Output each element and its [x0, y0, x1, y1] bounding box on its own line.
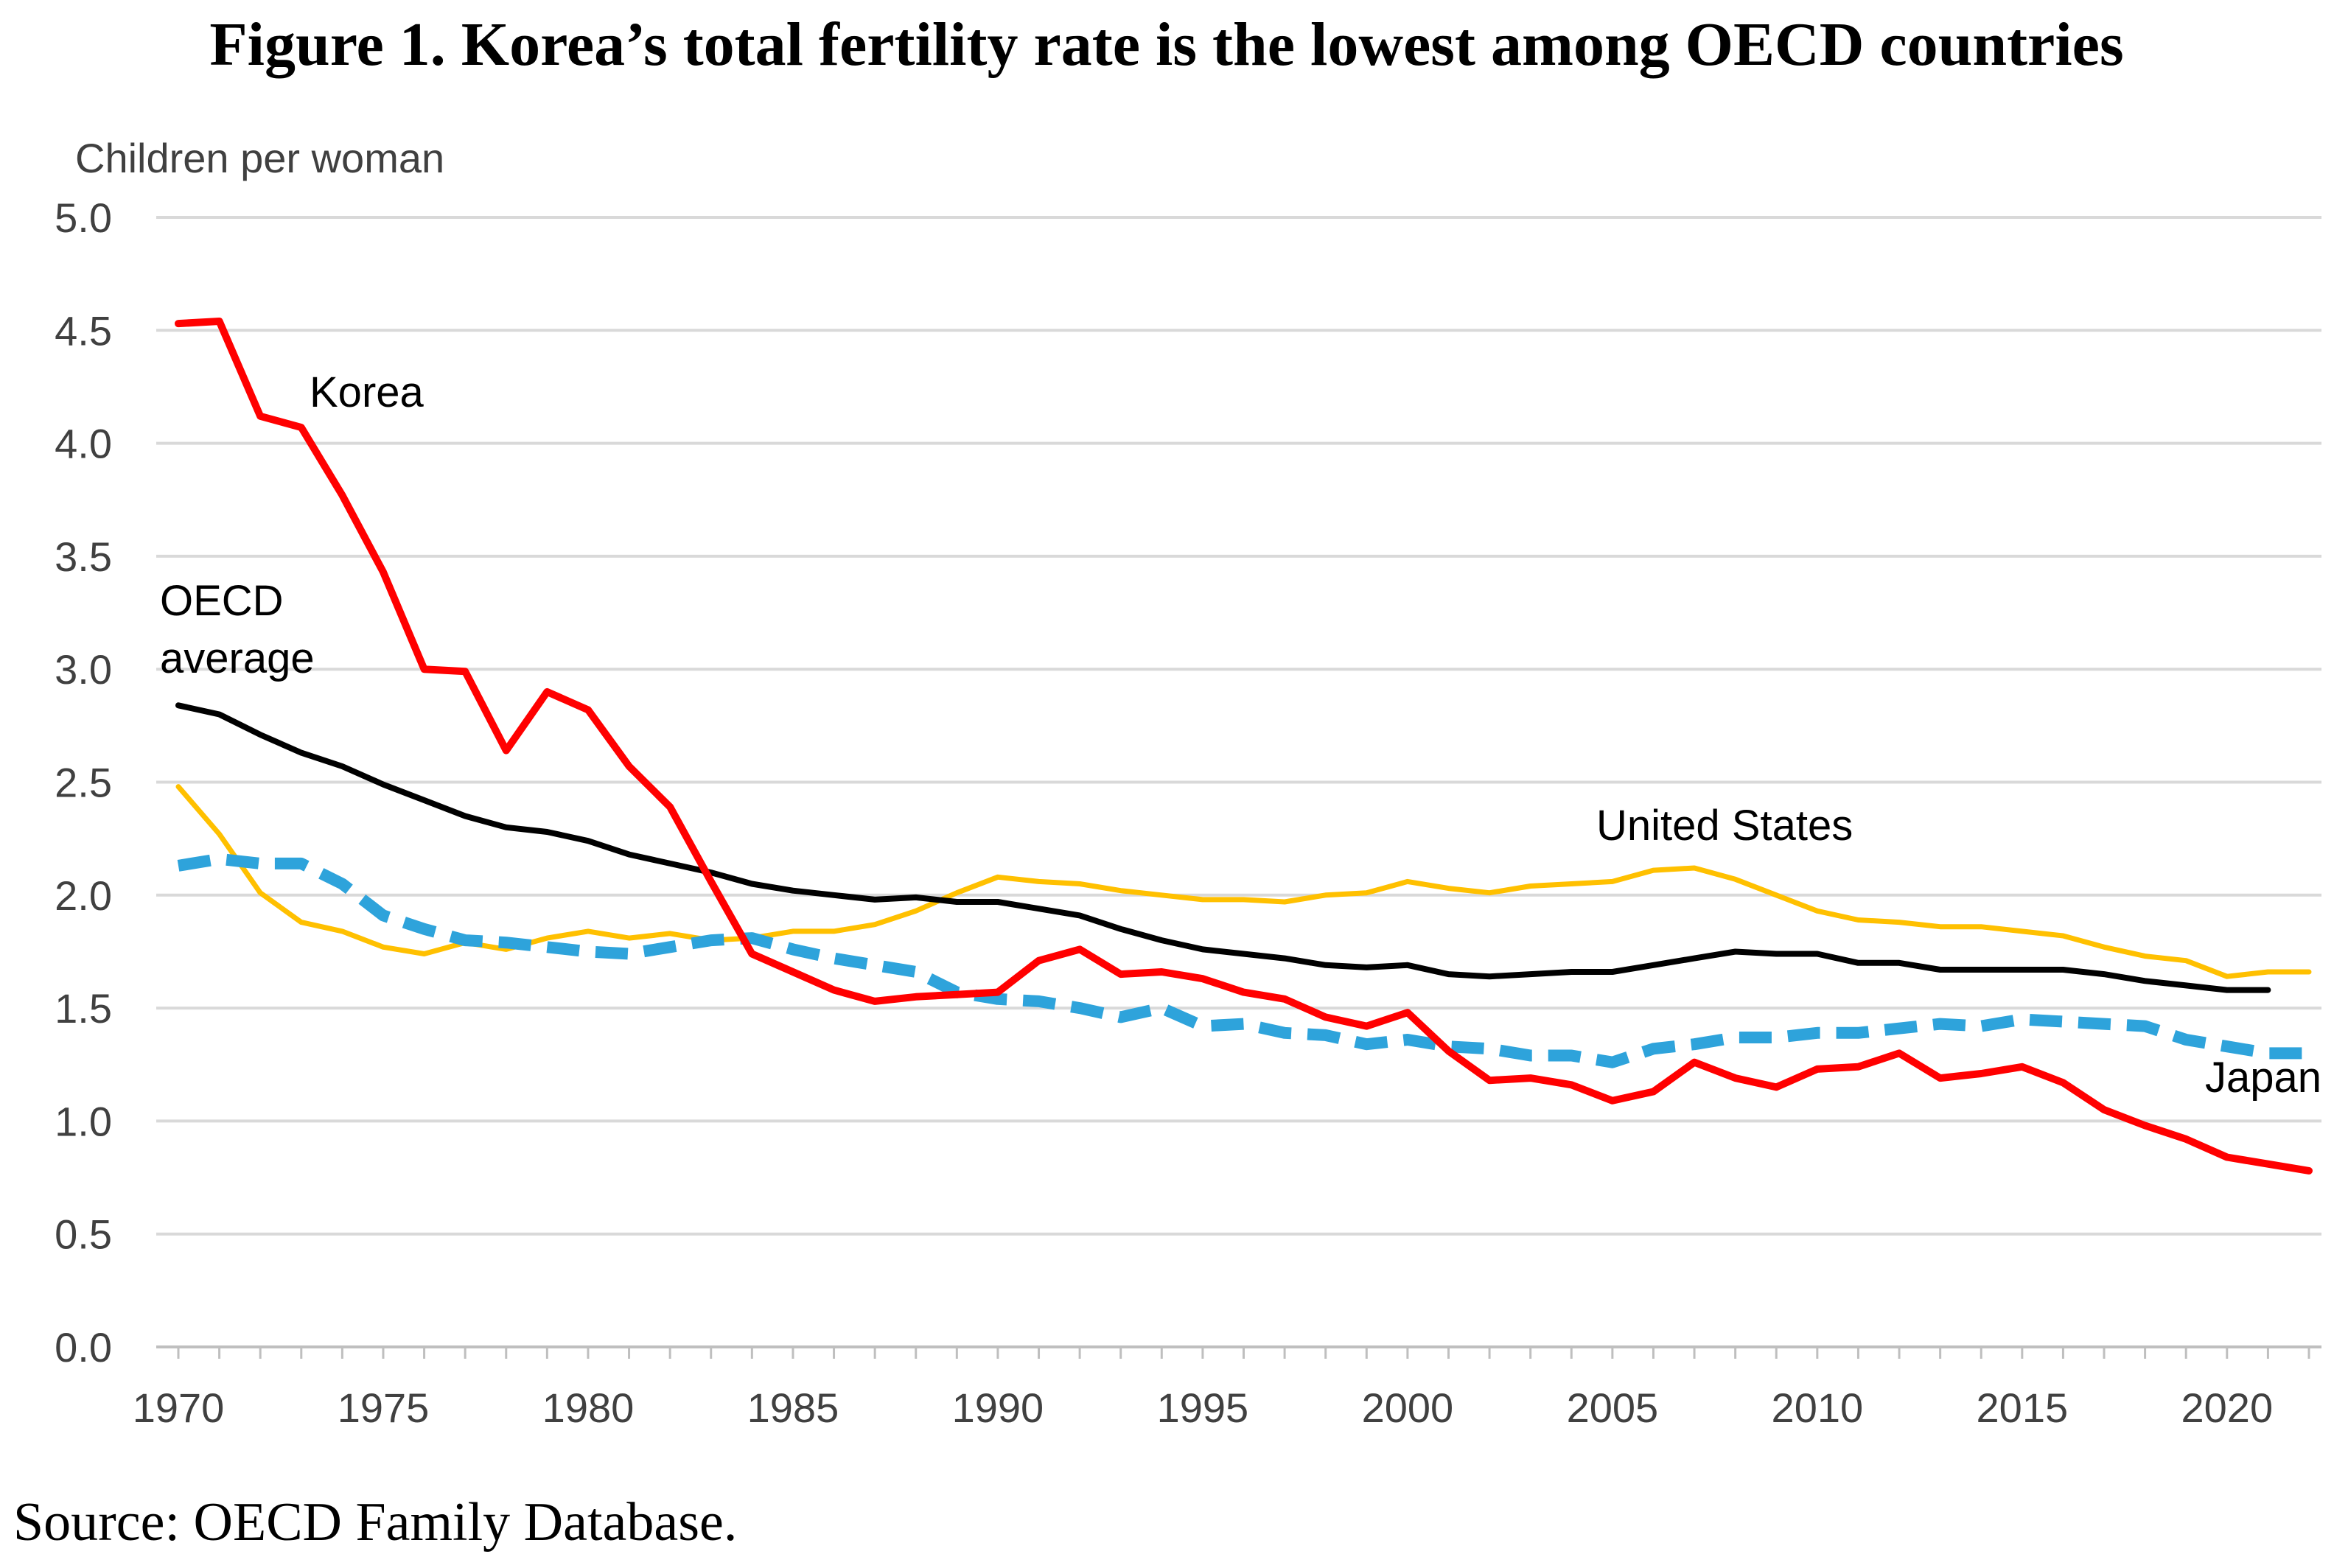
series-labels: Korea OECD average United States Japan: [160, 368, 2321, 1102]
y-tick-label: 5.0: [55, 195, 112, 241]
chart-title: Figure 1. Korea’s total fertility rate i…: [209, 10, 2123, 79]
x-tick-label: 1990: [952, 1385, 1044, 1431]
series-lines: [175, 318, 2313, 1175]
series-label-japan: Japan: [2205, 1054, 2321, 1102]
x-axis: [156, 1345, 2321, 1359]
x-tick-label: 2010: [1772, 1385, 1864, 1431]
series-label-korea: Korea: [310, 368, 424, 416]
x-tick-label: 1995: [1157, 1385, 1249, 1431]
x-axis-ticks: 1970 1975 1980 1985 1990 1995 2000 2005 2010 2015…: [133, 1385, 2273, 1431]
series-label-united-states: United States: [1596, 802, 1853, 850]
x-tick-label: 1970: [133, 1385, 225, 1431]
series-label-oecd-average: average: [160, 634, 315, 682]
y-tick-label: 4.5: [55, 307, 112, 354]
x-tick-label: 2005: [1567, 1385, 1659, 1431]
y-tick-label: 0.5: [55, 1211, 112, 1258]
y-axis-label: Children per woman: [75, 135, 444, 181]
y-tick-label: 2.5: [55, 760, 112, 806]
y-tick-label: 1.5: [55, 985, 112, 1032]
series-line-oecd-average: [175, 702, 2271, 993]
y-tick-label: 3.0: [55, 646, 112, 693]
y-tick-label: 1.0: [55, 1098, 112, 1144]
x-tick-label: 2015: [1977, 1385, 2069, 1431]
y-tick-label: 0.0: [55, 1324, 112, 1371]
x-tick-label: 1980: [542, 1385, 635, 1431]
y-tick-label: 2.0: [55, 872, 112, 919]
x-tick-label: 1975: [338, 1385, 430, 1431]
gridlines: [156, 216, 2321, 1236]
x-tick-label: 2020: [2181, 1385, 2274, 1431]
y-tick-label: 3.5: [55, 533, 112, 580]
source-note: Source: OECD Family Database.: [13, 1492, 737, 1553]
y-tick-label: 4.0: [55, 421, 112, 467]
series-line-united-states: [175, 784, 2312, 979]
series-label-oecd-average: OECD: [160, 577, 284, 625]
x-tick-label: 2000: [1362, 1385, 1454, 1431]
series-line-japan: [177, 853, 2309, 1068]
x-tick-label: 1985: [747, 1385, 839, 1431]
series-line-korea: [175, 318, 2313, 1175]
y-axis-ticks: 0.0 0.5 1.0 1.5 2.0 2.5 3.0 3.5 4.0 4.5 5.0: [55, 195, 112, 1371]
